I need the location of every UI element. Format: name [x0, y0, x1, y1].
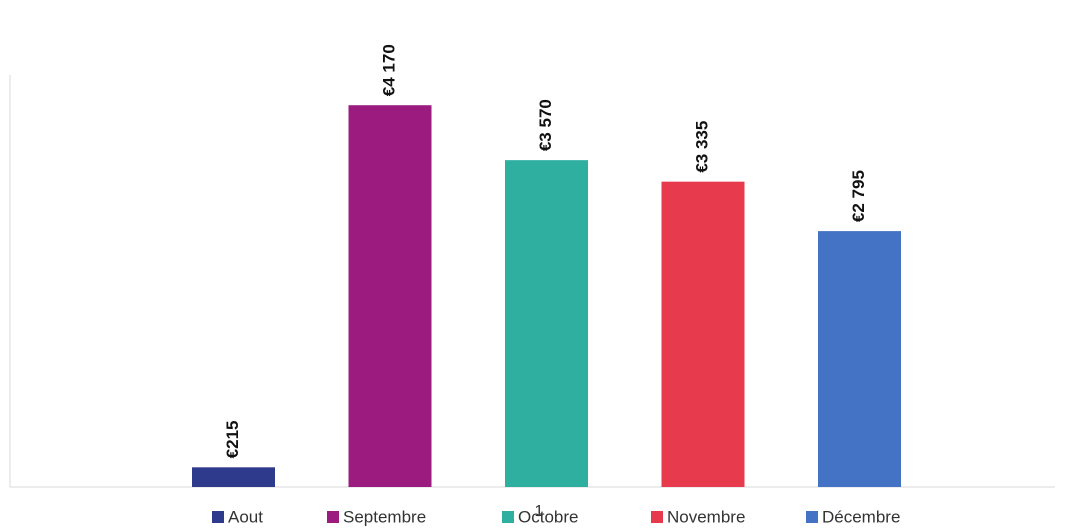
value-label: €4 170 [379, 44, 398, 96]
bar [661, 181, 745, 487]
value-label: €2 795 [849, 170, 868, 222]
legend-label: Aout [228, 507, 263, 526]
legend-swatch [212, 511, 224, 523]
legend-label: Novembre [667, 507, 745, 526]
legend-swatch [651, 511, 663, 523]
value-label: €3 570 [536, 99, 555, 151]
legend-label: Octobre [518, 507, 578, 526]
value-label: €3 335 [692, 121, 711, 173]
legend-label: Décembre [822, 507, 900, 526]
legend-swatch [806, 511, 818, 523]
legend-label: Septembre [343, 507, 426, 526]
bar [818, 231, 901, 487]
legend-swatch [327, 511, 339, 523]
value-label: €215 [223, 420, 242, 458]
x-tick-label: 1 [535, 503, 544, 520]
bar [348, 105, 432, 488]
bar [505, 160, 588, 487]
bar [192, 467, 275, 487]
legend-swatch [502, 511, 514, 523]
